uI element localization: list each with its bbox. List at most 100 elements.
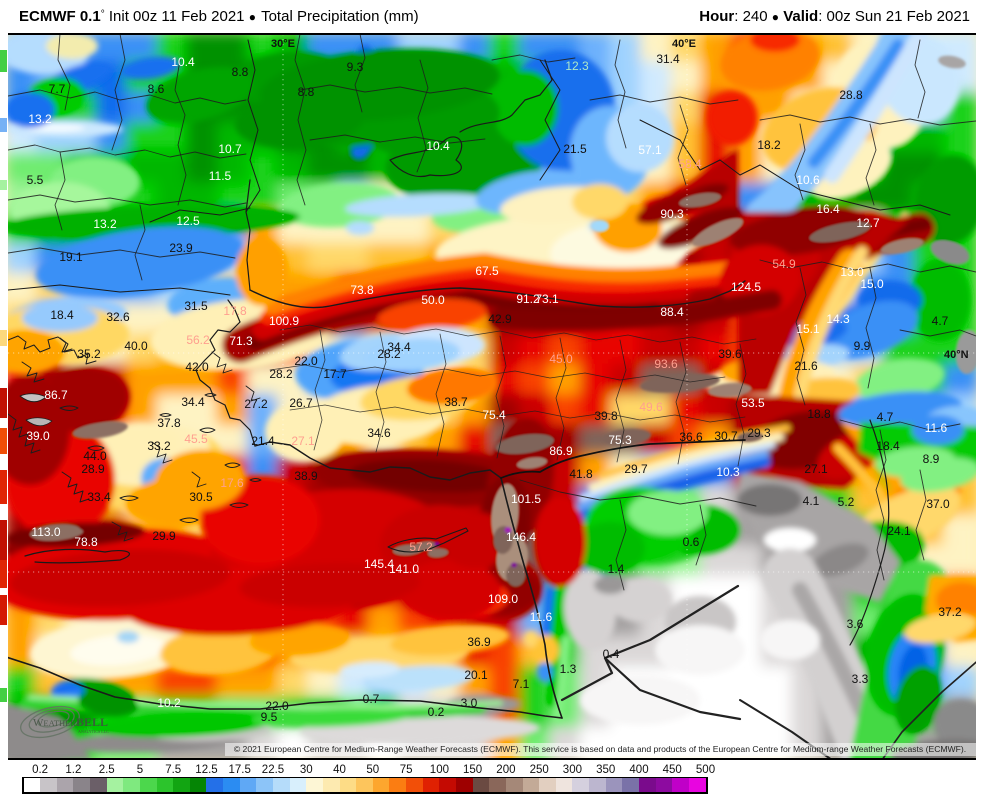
svg-text:4.1: 4.1: [803, 494, 820, 508]
svg-text:11.5: 11.5: [209, 169, 232, 183]
svg-text:75.3: 75.3: [608, 433, 632, 447]
svg-text:73.1: 73.1: [535, 292, 559, 306]
svg-text:18.2: 18.2: [757, 138, 781, 152]
svg-text:31.5: 31.5: [184, 299, 208, 313]
svg-text:57.2: 57.2: [409, 540, 433, 554]
svg-text:145.4: 145.4: [364, 557, 394, 571]
svg-text:57.1: 57.1: [638, 143, 662, 157]
svg-text:0.7: 0.7: [363, 692, 380, 706]
svg-text:28.2: 28.2: [377, 347, 401, 361]
svg-text:3.0: 3.0: [461, 696, 478, 710]
svg-text:39.0: 39.0: [26, 429, 50, 443]
svg-text:146.4: 146.4: [506, 530, 536, 544]
svg-text:10.6: 10.6: [796, 173, 820, 187]
svg-text:86.9: 86.9: [549, 444, 573, 458]
svg-text:10.7: 10.7: [218, 142, 242, 156]
svg-text:3.6: 3.6: [847, 617, 864, 631]
svg-text:45.0: 45.0: [549, 352, 573, 366]
svg-text:1.3: 1.3: [560, 662, 577, 676]
svg-text:13.2: 13.2: [93, 217, 117, 231]
svg-text:91.2: 91.2: [516, 292, 540, 306]
svg-text:42.9: 42.9: [488, 312, 512, 326]
svg-text:38.7: 38.7: [444, 395, 468, 409]
svg-text:100.9: 100.9: [269, 314, 299, 328]
svg-text:18.4: 18.4: [876, 439, 900, 453]
svg-text:33.2: 33.2: [147, 439, 171, 453]
svg-text:73.8: 73.8: [350, 283, 374, 297]
svg-text:71.3: 71.3: [229, 334, 253, 348]
svg-text:50.0: 50.0: [421, 293, 445, 307]
svg-text:10.2: 10.2: [157, 696, 181, 710]
svg-text:29.7: 29.7: [624, 462, 648, 476]
svg-text:40°N: 40°N: [944, 349, 969, 361]
svg-text:10.3: 10.3: [716, 465, 740, 479]
svg-text:40°E: 40°E: [672, 38, 696, 50]
svg-text:5.2: 5.2: [838, 495, 855, 509]
svg-text:4.7: 4.7: [877, 410, 894, 424]
svg-text:35.2: 35.2: [77, 347, 101, 361]
svg-text:42.0: 42.0: [185, 360, 209, 374]
svg-text:22.0: 22.0: [294, 354, 318, 368]
svg-text:27.1: 27.1: [804, 462, 828, 476]
svg-text:12.7: 12.7: [856, 216, 880, 230]
svg-text:37.0: 37.0: [926, 497, 950, 511]
svg-text:22.0: 22.0: [265, 699, 289, 713]
svg-text:9.5: 9.5: [261, 710, 278, 724]
svg-text:15.1: 15.1: [796, 322, 820, 336]
svg-text:1.4: 1.4: [608, 562, 625, 576]
svg-text:28.9: 28.9: [81, 462, 105, 476]
svg-text:18.4: 18.4: [50, 308, 74, 322]
svg-text:39.8: 39.8: [594, 409, 618, 423]
svg-text:90.3: 90.3: [660, 207, 684, 221]
svg-text:26.7: 26.7: [289, 396, 313, 410]
svg-text:0.6: 0.6: [683, 535, 700, 549]
svg-text:30.5: 30.5: [189, 490, 213, 504]
svg-text:ANALYTICS LLC: ANALYTICS LLC: [78, 729, 109, 734]
svg-text:11.6: 11.6: [530, 610, 553, 624]
svg-text:93.6: 93.6: [654, 357, 678, 371]
svg-text:38.9: 38.9: [294, 469, 318, 483]
svg-text:18.8: 18.8: [807, 407, 831, 421]
svg-text:WEATHERBELL: WEATHERBELL: [33, 715, 108, 729]
svg-text:34.6: 34.6: [367, 426, 391, 440]
svg-text:14.3: 14.3: [826, 312, 850, 326]
svg-text:16.4: 16.4: [816, 202, 840, 216]
svg-text:12.3: 12.3: [565, 59, 589, 73]
svg-text:30.7: 30.7: [714, 429, 738, 443]
svg-text:141.0: 141.0: [389, 562, 419, 576]
svg-text:4.7: 4.7: [932, 314, 949, 328]
svg-text:56.2: 56.2: [186, 333, 210, 347]
svg-text:5.5: 5.5: [27, 173, 44, 187]
svg-text:27.1: 27.1: [291, 434, 315, 448]
svg-text:40.0: 40.0: [124, 339, 148, 353]
svg-text:37.8: 37.8: [157, 416, 181, 430]
svg-text:8.8: 8.8: [232, 65, 249, 79]
svg-text:113.0: 113.0: [31, 525, 60, 539]
svg-text:13.0: 13.0: [840, 265, 864, 279]
svg-text:34.4: 34.4: [387, 340, 411, 354]
svg-text:23.9: 23.9: [169, 241, 193, 255]
svg-text:86.7: 86.7: [44, 388, 68, 402]
svg-text:44.0: 44.0: [83, 449, 107, 463]
svg-text:67.5: 67.5: [475, 264, 499, 278]
svg-text:29.9: 29.9: [152, 529, 176, 543]
svg-text:45.5: 45.5: [184, 432, 208, 446]
svg-text:11.6: 11.6: [925, 421, 948, 435]
svg-text:3.3: 3.3: [852, 672, 869, 686]
svg-text:54.9: 54.9: [772, 257, 796, 271]
svg-text:28.8: 28.8: [839, 88, 863, 102]
svg-text:37.2: 37.2: [938, 605, 962, 619]
svg-text:8.9: 8.9: [923, 452, 940, 466]
svg-text:41.8: 41.8: [569, 467, 593, 481]
svg-text:33.4: 33.4: [87, 490, 111, 504]
svg-text:10.4: 10.4: [426, 139, 450, 153]
svg-text:0.2: 0.2: [428, 705, 445, 719]
svg-text:17.6: 17.6: [220, 476, 244, 490]
svg-text:21.6: 21.6: [794, 359, 818, 373]
svg-text:10.4: 10.4: [171, 55, 195, 69]
svg-text:49.6: 49.6: [639, 400, 663, 414]
svg-text:7.1: 7.1: [513, 677, 530, 691]
svg-text:13.2: 13.2: [28, 112, 52, 126]
svg-text:58.4: 58.4: [678, 157, 702, 171]
svg-text:101.5: 101.5: [511, 492, 541, 506]
